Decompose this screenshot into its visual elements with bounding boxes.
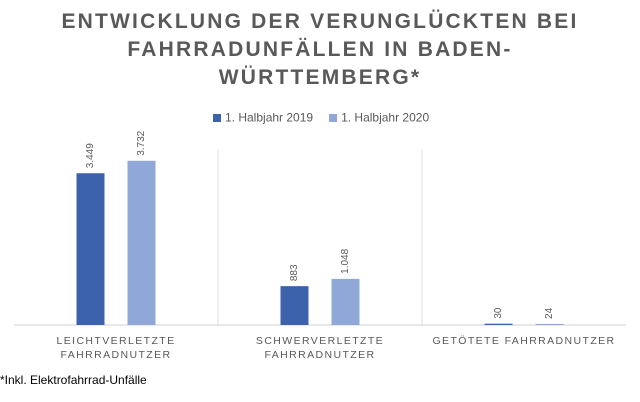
x-tick-label: LEICHTVERLETZTE FAHRRADNUTZER	[56, 335, 176, 361]
value-label: 24	[544, 307, 555, 319]
value-label: 30	[493, 307, 504, 319]
bar	[127, 160, 156, 325]
bar	[331, 278, 360, 325]
value-label: 3.732	[136, 130, 147, 155]
legend-swatch	[329, 114, 338, 122]
legend-label: 1. Halbjahr 2020	[341, 111, 429, 125]
value-label: 1.048	[340, 248, 351, 273]
bar	[76, 173, 105, 325]
legend-label: 1. Halbjahr 2019	[225, 111, 313, 125]
value-label: 883	[289, 264, 300, 281]
bar	[484, 323, 513, 325]
legend-swatch	[213, 114, 221, 122]
footnote: *Inkl. Elektrofahrrad-Unfälle	[0, 373, 147, 387]
x-tick-label: GETÖTETE FAHRRADNUTZER	[432, 335, 616, 347]
x-tick-label: SCHWERVERLETZTE FAHRRADNUTZER	[255, 335, 385, 361]
bar	[535, 323, 564, 325]
bar	[280, 286, 309, 325]
chart-title: ENTWICKLUNG DER VERUNGLÜCKTEN BEI FAHRRA…	[61, 10, 579, 89]
value-label: 3.449	[85, 143, 96, 168]
